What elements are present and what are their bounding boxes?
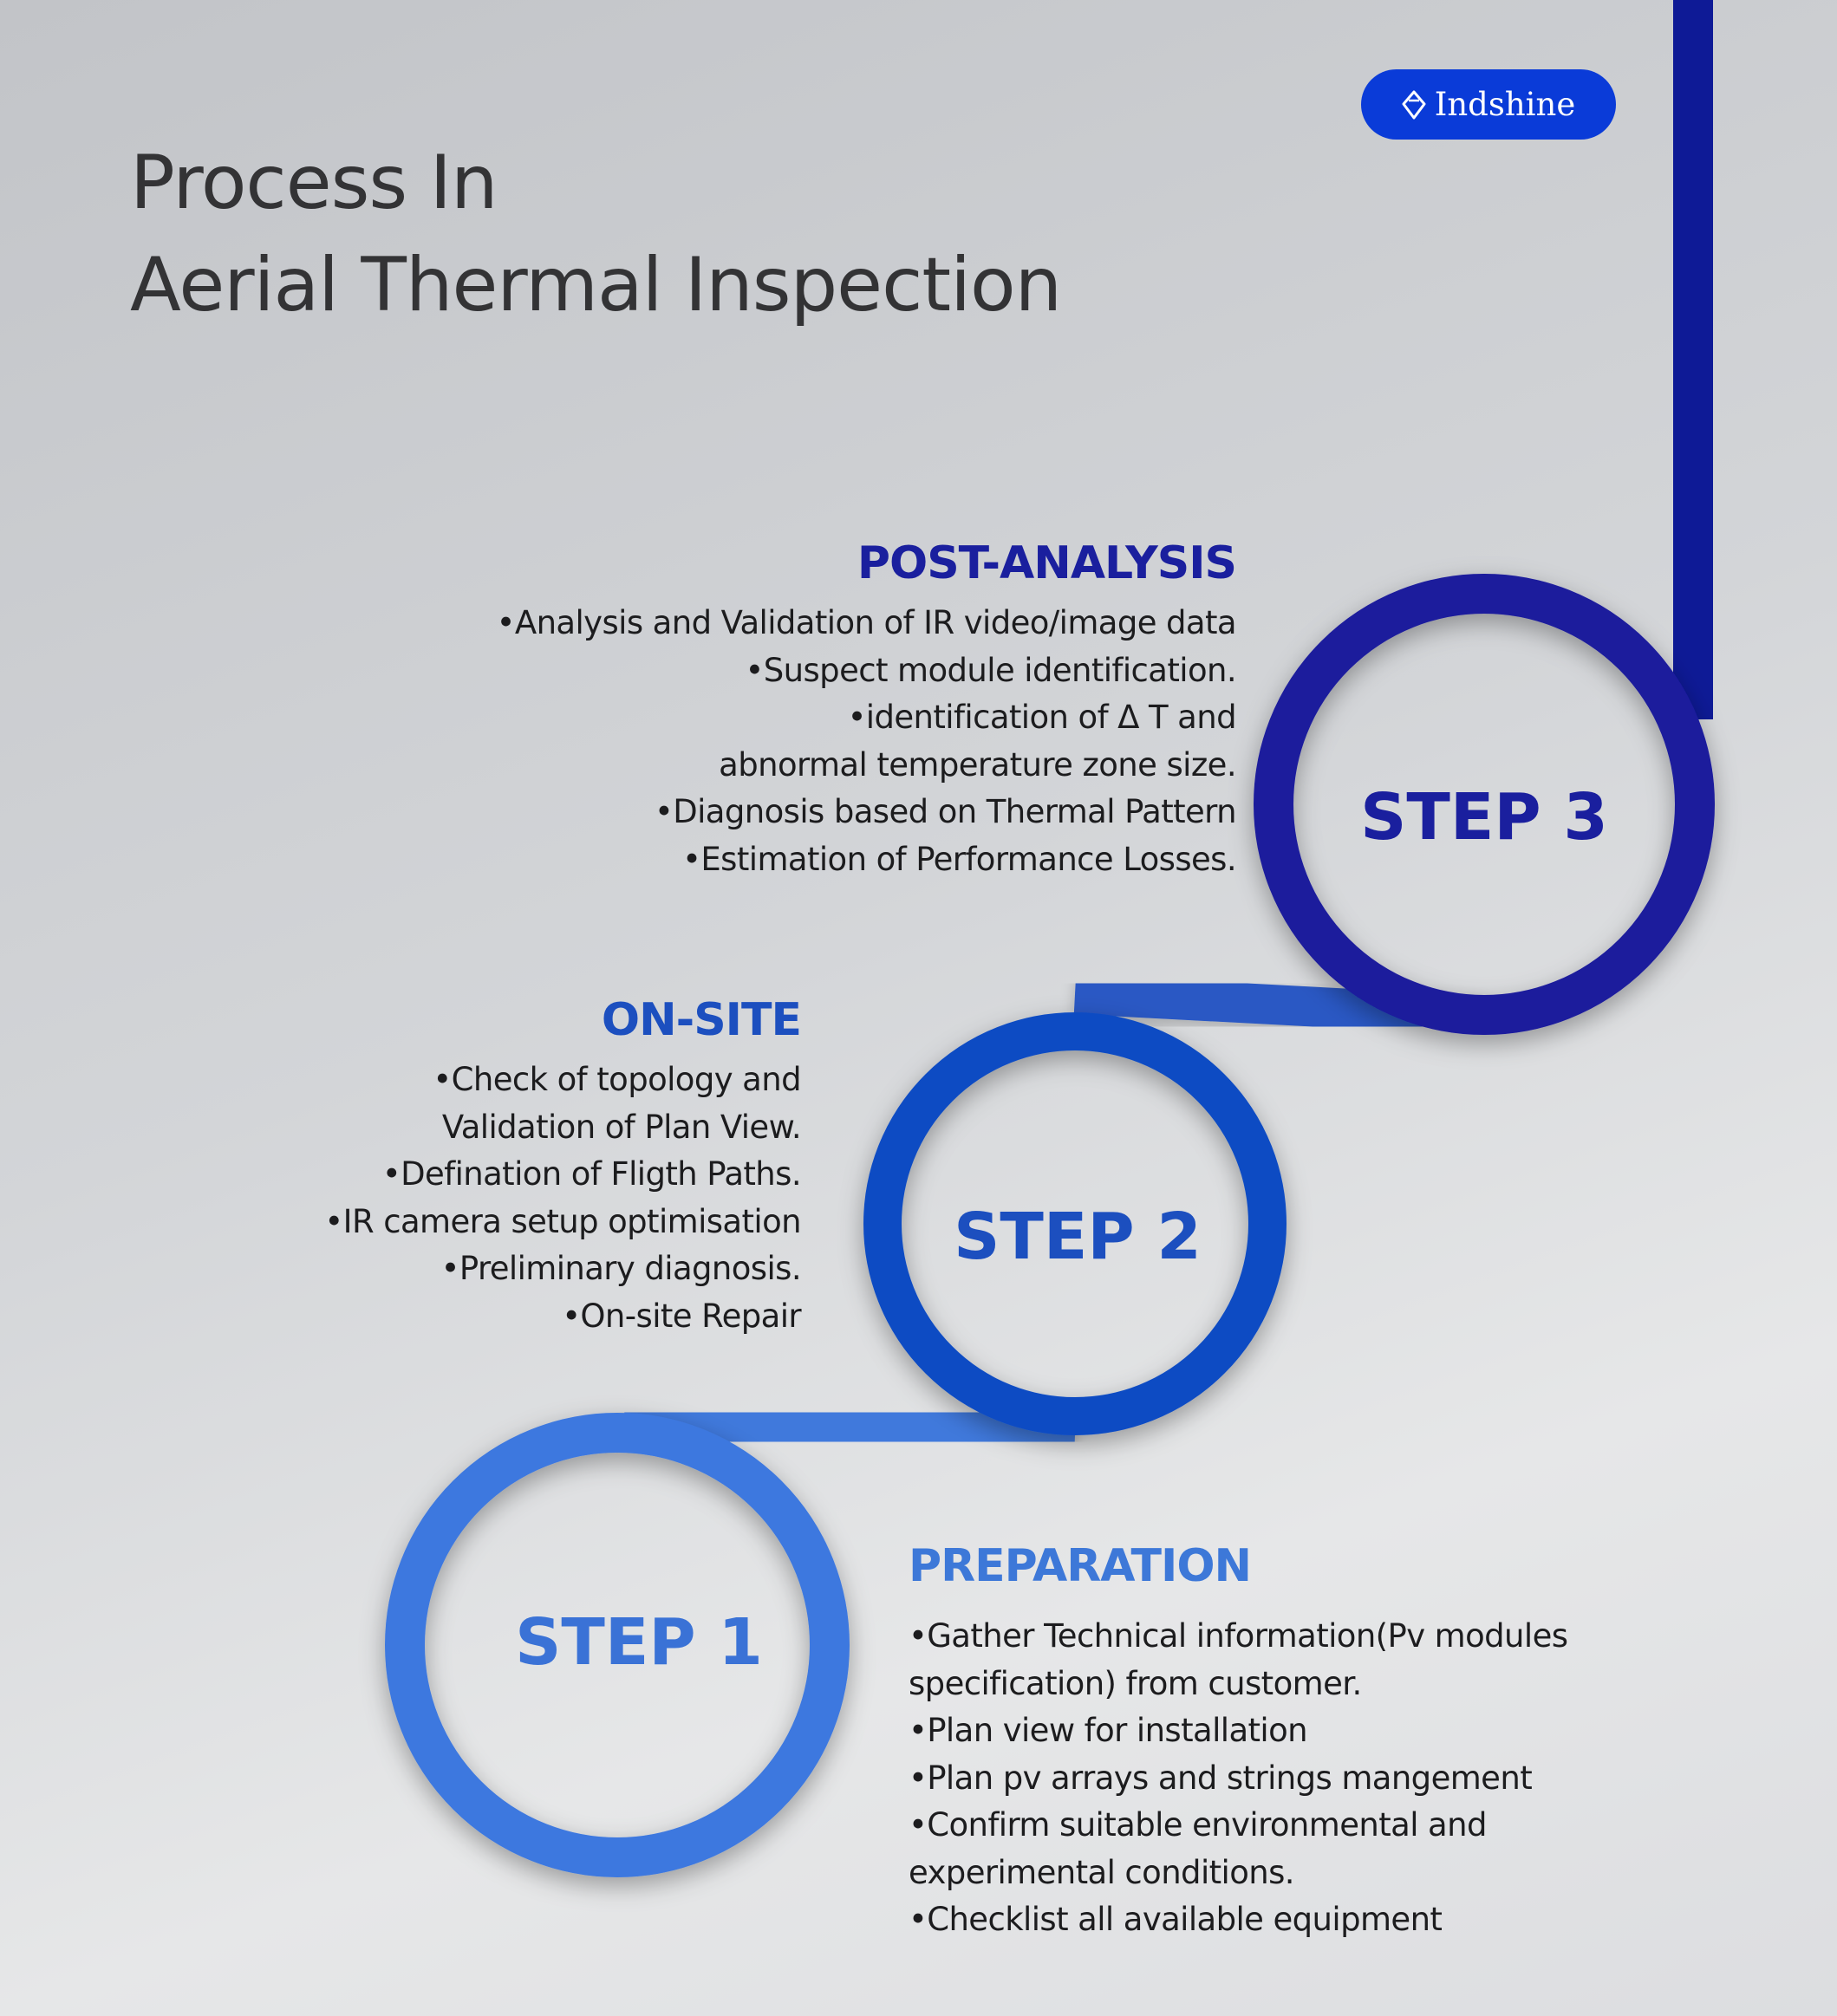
step-2-heading: ON-SITE: [601, 994, 802, 1046]
list-item: •Checklist all available equipment: [909, 1901, 1443, 1938]
connector-bar-step1-step2: [623, 1400, 1076, 1454]
brand-name: Indshine: [1434, 86, 1576, 123]
step-1-ring: [385, 1413, 850, 1877]
step-1-label: STEP 1: [515, 1605, 763, 1680]
step-3-label: STEP 3: [1360, 780, 1608, 855]
step-1-node: STEP 1: [385, 1413, 850, 1877]
diamond-gem-icon: [1402, 90, 1426, 119]
list-item: abnormal temperature zone size.: [719, 745, 1236, 784]
step-3-section: POST-ANALYSIS •Analysis and Validation o…: [496, 536, 1237, 883]
step-1-section: PREPARATION •Gather Technical informatio…: [909, 1538, 1568, 1944]
list-item: •Gather Technical information(Pv modules: [909, 1617, 1568, 1655]
list-item: •Diagnosis based on Thermal Pattern: [655, 793, 1237, 830]
title-line-1: Process In: [130, 140, 498, 226]
list-item: •Estimation of Performance Losses.: [682, 840, 1236, 878]
list-item: •Suspect module identification.: [745, 651, 1237, 689]
brand-badge[interactable]: Indshine: [1361, 69, 1616, 140]
step-2-ring: [863, 1012, 1287, 1435]
step-2-list: •Check of topology and Validation of Pla…: [324, 1057, 801, 1340]
step-2-label: STEP 2: [954, 1200, 1202, 1274]
list-item: specification) from customer.: [909, 1664, 1362, 1702]
step-1-heading: PREPARATION: [909, 1540, 1252, 1592]
step-2-node: STEP 2: [863, 1012, 1287, 1435]
step-3-heading: POST-ANALYSIS: [857, 537, 1237, 589]
title-line-2: Aerial Thermal Inspection: [130, 242, 1062, 328]
list-item: •Confirm suitable environmental and: [909, 1806, 1487, 1844]
list-item: •IR camera setup optimisation: [324, 1202, 801, 1240]
step-3-list: •Analysis and Validation of IR video/ima…: [496, 600, 1237, 883]
list-item: Validation of Plan View.: [441, 1108, 802, 1146]
step-3-ring: [1254, 574, 1715, 1035]
list-item: •Check of topology and: [433, 1061, 801, 1098]
list-item: •Plan view for installation: [909, 1712, 1308, 1749]
list-item: •Preliminary diagnosis.: [440, 1250, 802, 1287]
list-item: experimental conditions.: [909, 1853, 1295, 1891]
step-3-node: STEP 3: [1254, 574, 1715, 1035]
step-2-section: ON-SITE •Check of topology and Validatio…: [324, 992, 802, 1340]
step-1-list: •Gather Technical information(Pv modules…: [909, 1613, 1568, 1944]
list-item: •Defination of Fligth Paths.: [381, 1155, 802, 1193]
list-item: •Analysis and Validation of IR video/ima…: [496, 604, 1237, 641]
list-item: •identification of Δ T and: [847, 699, 1237, 736]
page-title: Process In Aerial Thermal Inspection: [130, 132, 1062, 336]
list-item: •On-site Repair: [562, 1297, 801, 1335]
list-item: •Plan pv arrays and strings mangement: [909, 1759, 1533, 1797]
